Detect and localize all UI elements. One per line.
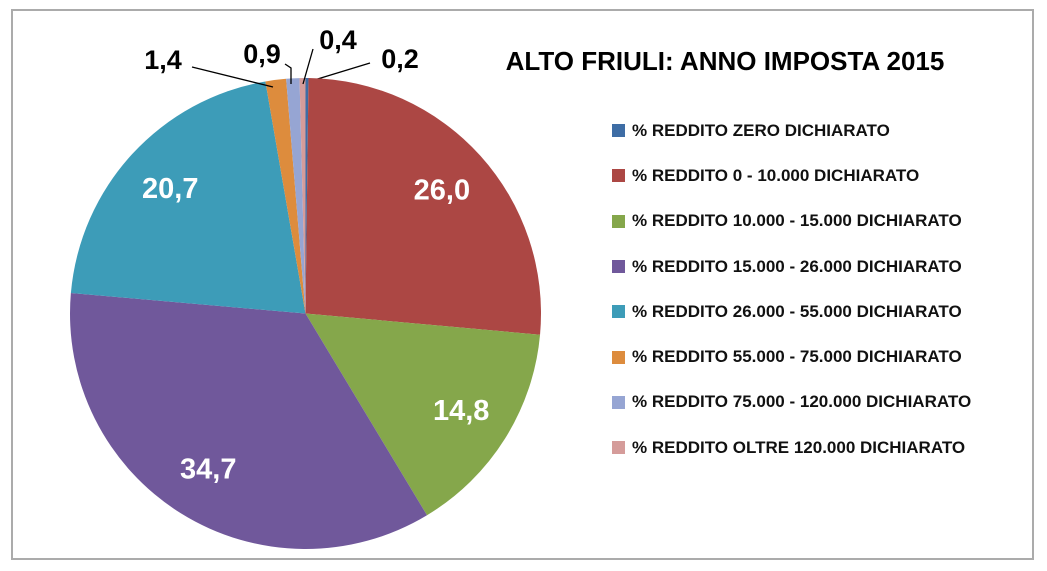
pie-slice	[70, 81, 306, 314]
label-leader-line	[284, 63, 292, 84]
legend-item-2: % REDDITO 10.000 - 15.000 DICHIARATO	[612, 199, 1032, 244]
legend-item-0: % REDDITO ZERO DICHIARATO	[612, 108, 1032, 153]
slice-value-label: 34,7	[180, 453, 236, 485]
legend-label: % REDDITO ZERO DICHIARATO	[632, 120, 890, 140]
legend-swatch-icon	[612, 441, 625, 455]
legend-swatch-icon	[612, 260, 625, 274]
label-leader-line	[191, 66, 274, 88]
pie-slice	[299, 78, 306, 314]
legend-item-3: % REDDITO 15.000 - 26.000 DICHIARATO	[612, 244, 1032, 289]
legend-swatch-icon	[612, 395, 625, 409]
legend-item-4: % REDDITO 26.000 - 55.000 DICHIARATO	[612, 289, 1032, 334]
legend-item-7: % REDDITO OLTRE 120.000 DICHIARATO	[612, 425, 1032, 470]
legend-label: % REDDITO OLTRE 120.000 DICHIARATO	[632, 437, 966, 457]
pie-slice	[305, 78, 309, 314]
legend-label: % REDDITO 55.000 - 75.000 DICHIARATO	[632, 347, 962, 367]
legend-swatch-icon	[612, 124, 625, 138]
label-leader-line	[302, 48, 314, 85]
legend-swatch-icon	[612, 214, 625, 228]
legend-item-5: % REDDITO 55.000 - 75.000 DICHIARATO	[612, 334, 1032, 379]
legend-label: % REDDITO 10.000 - 15.000 DICHIARATO	[632, 211, 962, 231]
legend-item-6: % REDDITO 75.000 - 120.000 DICHIARATO	[612, 380, 1032, 425]
chart-legend: % REDDITO ZERO DICHIARATO % REDDITO 0 - 1…	[612, 108, 1032, 470]
slice-value-label: 14,8	[433, 395, 489, 427]
label-leader-line	[310, 62, 371, 82]
slice-value-label: 0,4	[319, 25, 357, 55]
pie-slice	[286, 78, 306, 314]
legend-label: % REDDITO 15.000 - 26.000 DICHIARATO	[632, 256, 962, 276]
legend-label: % REDDITO 75.000 - 120.000 DICHIARATO	[632, 392, 972, 412]
slice-value-label: 1,4	[144, 45, 182, 75]
pie-slice	[305, 313, 541, 516]
slice-value-label: 26,0	[414, 174, 470, 206]
slice-value-label: 0,9	[243, 39, 281, 69]
legend-label: % REDDITO 0 - 10.000 DICHIARATO	[632, 165, 920, 185]
legend-label: % REDDITO 26.000 - 55.000 DICHIARATO	[632, 301, 962, 321]
pie-slice	[305, 78, 541, 335]
legend-swatch-icon	[612, 169, 625, 183]
chart-title: ALTO FRIULI: ANNO IMPOSTA 2015	[505, 46, 945, 76]
slice-value-label: 20,7	[142, 173, 198, 205]
pie-slice	[265, 78, 306, 314]
legend-swatch-icon	[612, 305, 625, 319]
pie-slice	[70, 292, 428, 549]
legend-swatch-icon	[612, 350, 625, 364]
legend-item-1: % REDDITO 0 - 10.000 DICHIARATO	[612, 153, 1032, 198]
slice-value-label: 0,2	[381, 44, 419, 74]
